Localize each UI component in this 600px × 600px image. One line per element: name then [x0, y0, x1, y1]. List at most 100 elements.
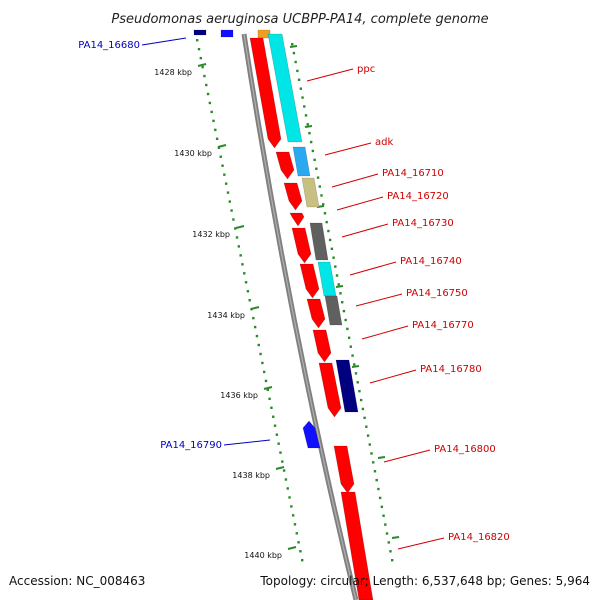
inner-track-dot: [224, 182, 228, 185]
outer-track-dot: [368, 443, 371, 446]
kbp-tick-label: 1430 kbp: [174, 149, 212, 158]
inner-track-dot: [246, 290, 250, 293]
inner-track-dot: [272, 415, 275, 418]
inner-track-dot: [212, 119, 215, 123]
accession-text: Accession: NC_008463: [9, 574, 146, 588]
outer-track-dot: [291, 43, 294, 46]
inner-track-dot: [297, 541, 300, 544]
inner-track-dot: [281, 460, 284, 463]
inner-track-dot: [244, 281, 248, 284]
outer-track-dot: [339, 292, 342, 295]
gene-label: PA14_16820: [448, 532, 510, 543]
gene-leader-line: [141, 37, 187, 46]
outer-track-dot: [358, 389, 361, 393]
gene-label: PA14_16740: [400, 256, 462, 267]
outer-track-dot: [370, 452, 373, 455]
outer-track-dot: [325, 220, 328, 224]
inner-track-dot: [221, 164, 224, 167]
gene-16720-cds: [289, 212, 305, 227]
inner-track-dot: [206, 92, 210, 96]
gene-leader-line: [324, 142, 372, 156]
feature-layer: [193, 29, 374, 600]
outer-track-dot: [323, 212, 327, 215]
outer-track-dot: [373, 470, 377, 473]
genome-summary-text: Topology: circular; Length: 6,537,648 bp…: [260, 574, 590, 588]
outer-track-dot: [311, 149, 315, 153]
gene-adk-product: [292, 146, 311, 177]
inner-track-dot: [223, 173, 226, 176]
map-title: Pseudomonas aeruginosa UCBPP-PA14, compl…: [111, 12, 488, 27]
outer-track-dot: [322, 203, 325, 206]
outer-track-dot: [320, 194, 323, 197]
inner-track-dot: [234, 227, 237, 230]
kbp-tick-label: 1432 kbp: [192, 230, 230, 239]
outer-track-dot: [297, 78, 301, 81]
inner-track-dot: [262, 370, 266, 374]
kbp-tick-label: 1440 kbp: [244, 551, 282, 560]
inner-track-dot: [248, 299, 251, 302]
gene-partial-navy: [193, 29, 207, 36]
gene-16780-product: [335, 359, 359, 413]
inner-track-dot: [288, 496, 291, 499]
gene-16780-cds: [318, 362, 342, 418]
outer-track-dot: [380, 505, 384, 509]
kbp-tick-mark: [235, 225, 245, 229]
gene-16800-cds: [333, 445, 355, 494]
inner-track-dot: [301, 559, 304, 562]
outer-track-tick: [335, 285, 344, 288]
gene-label: PA14_16790: [160, 440, 222, 451]
outer-track-dot: [377, 487, 380, 491]
inner-track-dot: [290, 505, 293, 508]
inner-track-dot: [291, 514, 295, 517]
gene-label: PA14_16800: [434, 444, 496, 455]
kbp-tick-mark: [275, 466, 285, 470]
gene-16730-product: [309, 222, 329, 261]
inner-track-dot: [243, 272, 246, 275]
outer-track-dot: [328, 238, 332, 242]
inner-track-dot: [219, 155, 222, 158]
outer-track-dot: [308, 131, 311, 135]
outer-track-dot: [387, 541, 390, 544]
gene-leader-line: [355, 293, 403, 307]
inner-track-dot: [208, 101, 212, 105]
outer-track-dot: [306, 123, 309, 126]
inner-track-dot: [284, 478, 288, 481]
inner-track-dot: [196, 39, 199, 42]
gene-label: adk: [375, 137, 393, 148]
inner-track-dot: [286, 487, 289, 490]
outer-track-dot: [347, 336, 351, 339]
gene-leader-line: [361, 325, 409, 340]
kbp-tick-mark: [197, 63, 207, 67]
inner-track-dot: [201, 65, 204, 69]
inner-track-dot: [293, 523, 297, 526]
backbone-highlight: [243, 33, 357, 600]
inner-track-dot: [230, 209, 233, 212]
outer-track-dot: [318, 185, 321, 188]
outer-track-dot: [332, 256, 335, 259]
outer-track-dot: [366, 434, 370, 437]
inner-track-dot: [275, 433, 279, 436]
outer-track-dot: [384, 523, 387, 526]
outer-track-dot: [294, 60, 297, 64]
tick-layer: 1428 kbp 1430 kbp 1432 kbp 1434 kbp 1436 kbp…: [154, 39, 400, 562]
kbp-tick-mark: [250, 306, 260, 310]
inner-track-dot: [210, 110, 213, 114]
outer-track-dot: [351, 354, 354, 357]
outer-track-dot: [315, 167, 318, 170]
gene-ppc-product: [267, 33, 303, 143]
gene-partial-blue: [220, 29, 234, 38]
kbp-tick-label: 1436 kbp: [220, 391, 258, 400]
outer-track-dot: [342, 309, 346, 313]
gene-label: PA14_16770: [412, 320, 474, 331]
outer-track-dot: [372, 461, 375, 464]
inner-track-dot: [226, 191, 230, 194]
gene-leader-line: [397, 537, 445, 550]
inner-track-dot: [199, 56, 203, 60]
backbone-layer: [241, 33, 359, 600]
outer-track-dot: [361, 407, 365, 411]
gene-leader-line: [223, 439, 271, 446]
inner-track-dot: [264, 379, 268, 383]
inner-track-dot: [266, 388, 270, 392]
